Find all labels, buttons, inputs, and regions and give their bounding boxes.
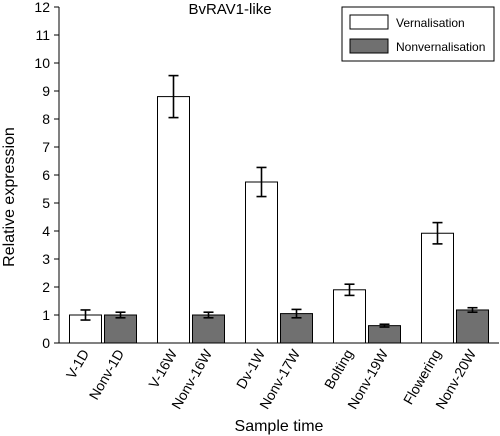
x-tick-label: V-1D: [63, 347, 92, 382]
legend-swatch-nonvernalisation: [349, 38, 389, 54]
bar-nonv-20w: [456, 309, 489, 344]
bars-layer: [69, 74, 489, 344]
legend-label-vernalisation: Vernalisation: [396, 16, 465, 30]
y-tick-label: 2: [42, 279, 50, 295]
bar-dv-1w: [245, 181, 278, 344]
bar-flowering: [421, 232, 454, 344]
bar-bolting: [333, 289, 366, 344]
x-tick-label: Dv-1W: [233, 346, 269, 392]
bar-nonv-19w: [368, 325, 401, 344]
y-tick-label: 5: [42, 195, 50, 211]
bar-nonv-1d: [104, 314, 137, 344]
y-tick-label: 1: [42, 307, 50, 323]
y-tick-label: 4: [42, 223, 50, 239]
legend: Vernalisation Nonvernalisation: [341, 6, 495, 62]
y-tick-label: 9: [42, 83, 50, 99]
y-tick-label: 12: [34, 0, 50, 15]
legend-swatch-vernalisation: [349, 14, 389, 30]
chart-title: BvRAV1-like: [188, 1, 271, 18]
y-tick-label: 7: [42, 139, 50, 155]
y-axis-title: Relative expression: [1, 127, 18, 267]
y-tick-label: 8: [42, 111, 50, 127]
y-tick-label: 11: [35, 27, 50, 43]
x-axis-title: Sample time: [235, 418, 324, 435]
y-tick-label: 0: [42, 335, 50, 351]
y-tick-label: 10: [34, 55, 50, 71]
x-tick-label: Bolting: [321, 347, 356, 392]
legend-label-nonvernalisation: Nonvernalisation: [396, 40, 485, 54]
y-tick-label: 6: [42, 167, 50, 183]
bar-v-16w: [157, 96, 190, 344]
bar-nonv-16w: [192, 314, 225, 344]
y-tick-label: 3: [42, 251, 50, 267]
x-tick-label: V-16W: [145, 346, 180, 391]
